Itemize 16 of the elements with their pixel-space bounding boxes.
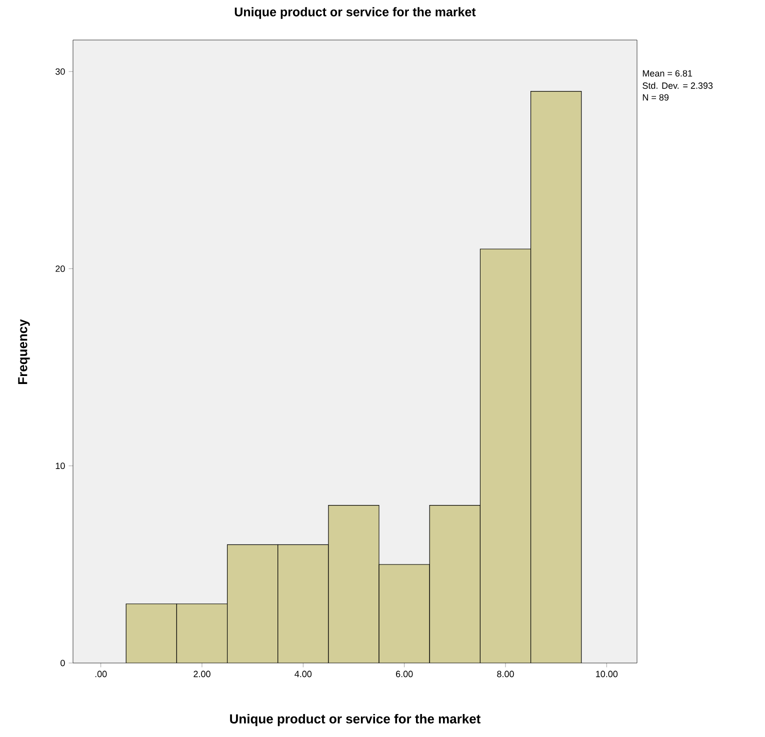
x-tick-label: 6.00 <box>396 670 413 678</box>
y-tick-label: 10 <box>56 462 65 470</box>
x-tick-label: 2.00 <box>194 670 210 678</box>
x-axis-title: Unique product or service for the market <box>230 714 481 726</box>
chart-title: Unique product or service for the market <box>234 7 476 19</box>
text: Std. Dev. = 2.393 <box>642 82 713 89</box>
x-tick-label: .00 <box>95 670 107 678</box>
y-tick-label: 20 <box>56 266 65 272</box>
y-tick-label: 0 <box>60 660 65 666</box>
text: N = 89 <box>642 94 669 101</box>
text: Mean = 6.81 <box>642 70 692 77</box>
y-tick-label: 30 <box>56 68 65 75</box>
x-tick-label: 10.00 <box>596 670 618 678</box>
x-tick-label: 4.00 <box>294 670 312 678</box>
x-tick-label: 8.00 <box>497 670 514 678</box>
y-axis-title: Frequency <box>18 319 30 384</box>
